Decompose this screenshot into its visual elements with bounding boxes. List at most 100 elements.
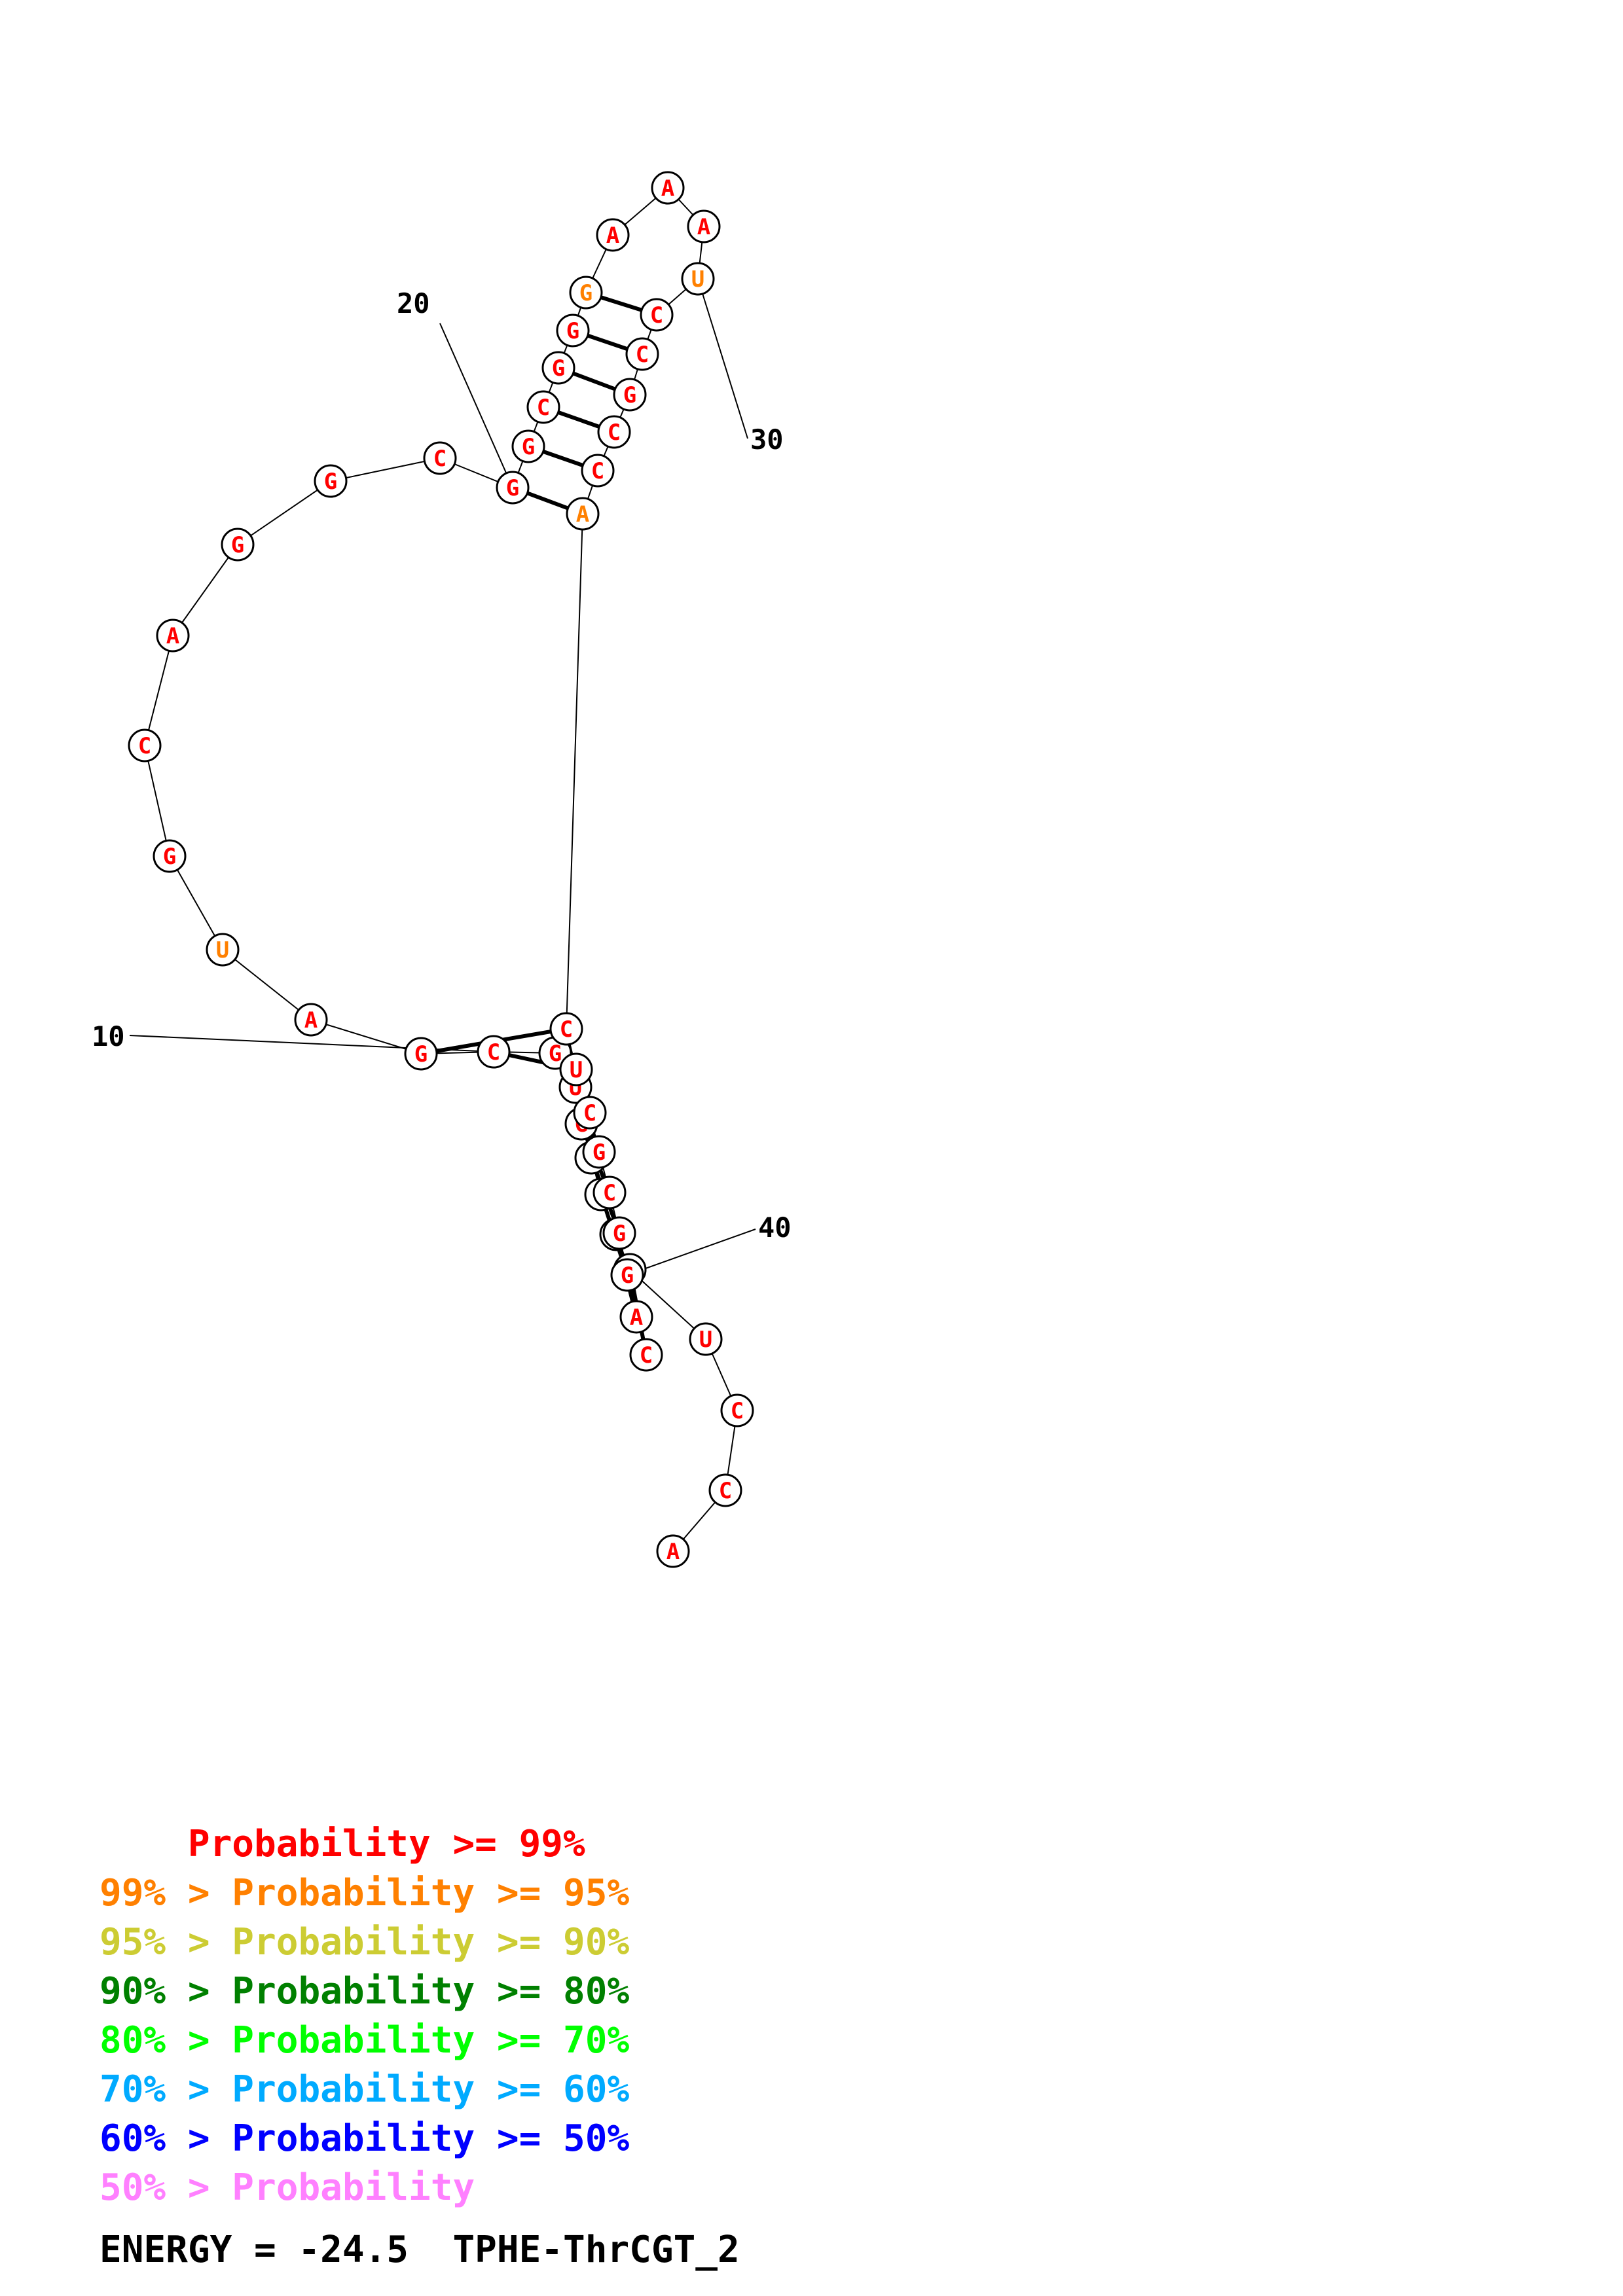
nucleotide-letter: G <box>579 280 593 306</box>
nucleotide-circle <box>629 1338 663 1372</box>
nucleotide-letter: C <box>138 733 151 759</box>
nucleotide-circle <box>404 1037 438 1071</box>
nucleotide-letter: U <box>216 937 229 963</box>
nucleotide-letter: G <box>621 1263 634 1289</box>
nucleotide-letter: G <box>522 434 535 460</box>
nucleotide: U <box>681 262 715 296</box>
backbone-segment <box>330 457 441 482</box>
nucleotide-letter: C <box>640 1342 653 1369</box>
backbone-segment <box>310 1019 422 1054</box>
nucleotide: G <box>582 1135 616 1169</box>
nucleotide-letter: G <box>414 1041 428 1067</box>
nucleotide-letter: G <box>163 844 176 870</box>
nucleotide: C <box>573 1096 607 1130</box>
nucleotide: A <box>596 218 630 252</box>
legend-row-7: 60% > Probability >= 50% <box>100 2117 630 2160</box>
nucleotide: A <box>687 209 721 243</box>
nucleotide-letter: G <box>566 318 579 344</box>
nucleotide: C <box>549 1012 583 1046</box>
nucleotide-letter: A <box>304 1007 318 1033</box>
nucleotide-circle <box>597 415 631 449</box>
nucleotide-circle <box>221 528 255 562</box>
nucleotide-circle <box>569 276 603 310</box>
nucleotide-circle <box>640 298 674 332</box>
nucleotide-letter: U <box>699 1327 712 1353</box>
legend-row-5: 80% > Probability >= 70% <box>100 2019 630 2062</box>
nucleotide: C <box>640 298 674 332</box>
nucleotide: C <box>625 337 659 371</box>
nucleotide-circle <box>613 378 647 412</box>
nucleotide-circle <box>708 1473 742 1507</box>
nucleotide-letter: A <box>661 175 674 202</box>
nucleotide: G <box>569 276 603 310</box>
nucleotide: C <box>597 415 631 449</box>
nucleotide-circle <box>573 1096 607 1130</box>
nucleotide-letter: C <box>731 1398 744 1424</box>
nucleotide-circle <box>602 1216 636 1250</box>
nucleotide-circle <box>526 390 560 424</box>
nucleotide-circle <box>720 1393 754 1427</box>
nucleotide-circle <box>549 1012 583 1046</box>
nucleotide-circle <box>156 619 190 653</box>
nucleotide: A <box>566 497 600 531</box>
backbone-segment <box>169 855 223 950</box>
nucleotide: C <box>629 1338 663 1372</box>
nucleotide-circle <box>541 351 575 385</box>
nucleotide: U <box>559 1052 593 1086</box>
nucleotide: A <box>156 619 190 653</box>
nucleotide-circle <box>596 218 630 252</box>
legend-row-1: Probability >= 99% <box>187 1823 585 1865</box>
nucleotide: C <box>128 728 162 762</box>
nucleotide-letter: C <box>583 1100 596 1126</box>
nucleotide-circle <box>625 337 659 371</box>
nucleotide-letter: C <box>636 342 649 368</box>
nucleotide-letter: C <box>537 395 550 421</box>
position-label: 40 <box>758 1211 792 1244</box>
nucleotide: C <box>593 1175 627 1210</box>
nucleotide-circle <box>511 429 545 463</box>
nucleotide-letter: C <box>719 1478 732 1504</box>
position-tick-line <box>129 1035 494 1052</box>
nucleotide-circle <box>559 1052 593 1086</box>
position-label: 30 <box>750 423 784 456</box>
nucleotide-letter: U <box>570 1057 583 1083</box>
nucleotide-circle <box>582 1135 616 1169</box>
position-tick-line <box>697 278 748 439</box>
legend-row-4: 90% > Probability >= 80% <box>100 1970 630 2013</box>
nucleotide-circle <box>619 1300 653 1334</box>
position-label: 20 <box>397 287 430 319</box>
energy-and-name: ENERGY = -24.5 TPHE-ThrCGT_2 <box>100 2229 740 2271</box>
nucleotide-circle <box>689 1322 723 1356</box>
nucleotide-letter: G <box>552 355 565 382</box>
nucleotide-circle <box>153 839 187 873</box>
nucleotide: G <box>556 314 590 348</box>
nucleotide-letter: G <box>231 532 244 558</box>
nucleotide-circle <box>206 933 240 967</box>
position-ticks: 10 20 30 40 <box>92 278 792 1276</box>
nucleotide-letter: C <box>487 1039 500 1066</box>
nucleotide: U <box>206 933 240 967</box>
nucleotide-letter: A <box>666 1539 680 1565</box>
position-tick-line <box>439 323 513 488</box>
nucleotide-letter: C <box>433 446 447 472</box>
nucleotide-letter: C <box>603 1180 616 1206</box>
nucleotide: G <box>511 429 545 463</box>
nucleotide-circle <box>681 262 715 296</box>
nucleotide: G <box>153 839 187 873</box>
backbone-segment <box>237 480 331 545</box>
backbone-segment <box>222 949 312 1020</box>
legend-row-6: 70% > Probability >= 60% <box>100 2068 630 2111</box>
nucleotide: C <box>477 1035 511 1069</box>
nucleotide: G <box>221 528 255 562</box>
nucleotide: A <box>619 1300 653 1334</box>
nucleotide: G <box>496 471 530 505</box>
nucleotide-circle <box>651 171 685 205</box>
legend-row-8: 50% > Probability <box>100 2166 475 2209</box>
nucleotide-letter: G <box>506 475 519 501</box>
nucleotide: A <box>651 171 685 205</box>
nucleotide: C <box>720 1393 754 1427</box>
nucleotide-letter: G <box>593 1139 606 1166</box>
nucleotide-letter: U <box>691 266 704 293</box>
legend-row-3: 95% > Probability >= 90% <box>100 1921 630 1964</box>
